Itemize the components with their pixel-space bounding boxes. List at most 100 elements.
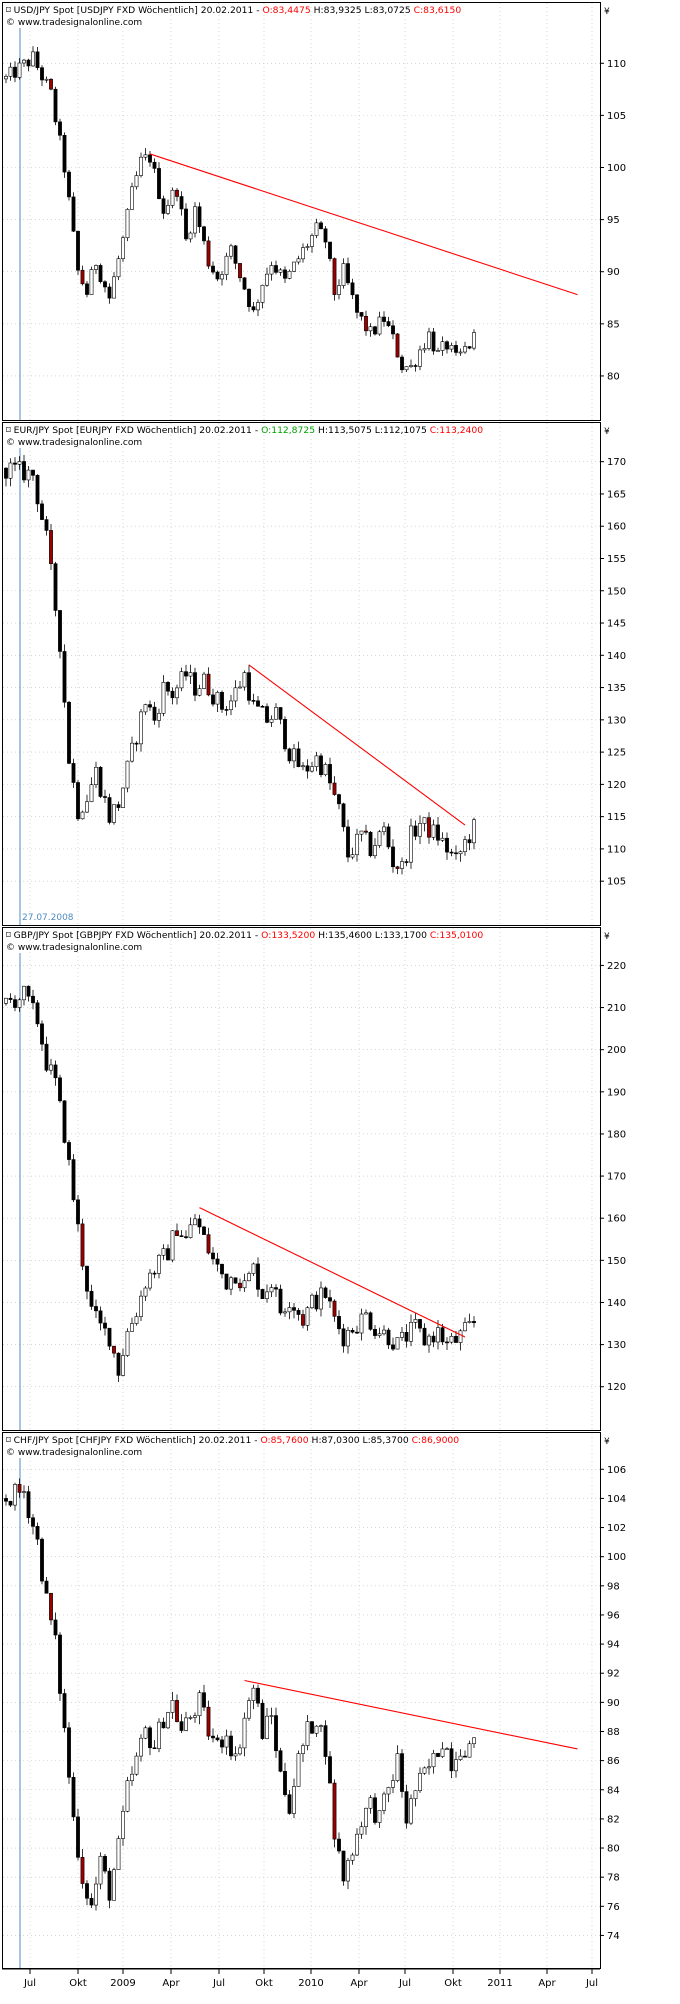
candle-body bbox=[427, 1335, 431, 1346]
candle-body bbox=[265, 706, 269, 723]
candle-body bbox=[130, 1773, 134, 1781]
candle-body bbox=[44, 78, 49, 81]
candle-body bbox=[67, 1727, 71, 1778]
candle-body bbox=[202, 673, 206, 689]
candle-body bbox=[296, 1753, 301, 1787]
candle-body bbox=[35, 1002, 40, 1025]
candle-body bbox=[467, 1743, 472, 1758]
candle-body bbox=[116, 258, 121, 278]
candle-body bbox=[436, 1327, 440, 1343]
candle-body bbox=[134, 1755, 139, 1775]
candle-body bbox=[35, 475, 40, 505]
candle-body bbox=[49, 530, 53, 564]
candle-body bbox=[449, 851, 454, 854]
candle-body bbox=[256, 1263, 260, 1290]
y-tick-label: 180 bbox=[607, 1129, 626, 1140]
candle-body bbox=[62, 134, 67, 173]
candle-body bbox=[161, 682, 166, 714]
y-tick-label: 76 bbox=[607, 1902, 620, 1913]
candle-body bbox=[134, 742, 139, 745]
candle-body bbox=[17, 1484, 22, 1493]
candle-body bbox=[463, 1322, 467, 1332]
y-tick-label: 210 bbox=[607, 1003, 626, 1014]
candle-body bbox=[283, 269, 287, 279]
candle-body bbox=[350, 1330, 355, 1333]
candlestick-series bbox=[4, 985, 476, 1382]
candle-body bbox=[215, 1737, 220, 1741]
candle-body bbox=[463, 1755, 467, 1758]
y-tick-label: 135 bbox=[607, 683, 626, 694]
candle-body bbox=[49, 78, 53, 90]
x-tick-label: Jul bbox=[398, 1978, 411, 1989]
candle-body bbox=[130, 1323, 134, 1332]
candle-body bbox=[94, 766, 98, 786]
candle-body bbox=[413, 1319, 418, 1323]
candle-body bbox=[242, 672, 247, 688]
candle-body bbox=[8, 1500, 13, 1506]
currency-symbol: ¥ bbox=[604, 1437, 610, 1447]
candle-body bbox=[260, 284, 265, 303]
candle-body bbox=[161, 198, 166, 214]
currency-symbol: ¥ bbox=[604, 7, 610, 17]
y-tick-label: 98 bbox=[607, 1581, 620, 1592]
candle-body bbox=[368, 1312, 373, 1330]
y-tick-label: 86 bbox=[607, 1756, 620, 1767]
candle-body bbox=[427, 331, 431, 349]
candle-body bbox=[328, 1756, 332, 1784]
candle-body bbox=[346, 1330, 350, 1347]
candle-body bbox=[359, 1313, 364, 1334]
candle-body bbox=[202, 226, 206, 242]
candle-body bbox=[179, 1721, 184, 1731]
header-open: O:83,4475 bbox=[263, 5, 311, 16]
candle-body bbox=[310, 1294, 314, 1309]
candle-body bbox=[413, 825, 418, 837]
candle-body bbox=[292, 748, 296, 762]
candle-body bbox=[188, 672, 193, 677]
candle-body bbox=[454, 1759, 458, 1772]
candle-body bbox=[440, 837, 445, 841]
candle-body bbox=[472, 1737, 476, 1745]
candle-body bbox=[454, 1335, 458, 1343]
candle-body bbox=[211, 265, 215, 273]
y-tick-label: 190 bbox=[607, 1087, 626, 1098]
candle-body bbox=[139, 1295, 143, 1317]
candle-icon: ⌑ bbox=[6, 1435, 14, 1446]
candle-body bbox=[238, 1282, 242, 1289]
candle-body bbox=[80, 1223, 85, 1267]
candle-body bbox=[283, 1311, 287, 1314]
candle-body bbox=[139, 156, 143, 176]
trendline bbox=[199, 1207, 466, 1338]
candle-body bbox=[404, 1791, 409, 1824]
candle-body bbox=[215, 1258, 220, 1265]
candle-body bbox=[170, 189, 175, 206]
candle-body bbox=[355, 1833, 359, 1856]
grid bbox=[3, 3, 600, 420]
candle-body bbox=[454, 852, 458, 855]
candle-body bbox=[422, 1327, 427, 1346]
header-high: H:113,5075 bbox=[315, 425, 372, 436]
candle-body bbox=[296, 748, 301, 767]
plot-frame bbox=[2, 1432, 601, 1969]
candle-body bbox=[116, 1838, 121, 1870]
candle-body bbox=[215, 692, 220, 705]
candle-body bbox=[49, 1592, 53, 1621]
candle-body bbox=[224, 255, 229, 275]
candle-body bbox=[386, 1329, 391, 1346]
candle-body bbox=[355, 1331, 359, 1334]
candle-body bbox=[80, 1857, 85, 1884]
candle-body bbox=[125, 209, 130, 239]
candle-body bbox=[368, 326, 373, 332]
x-tick-label: Jul bbox=[212, 1978, 225, 1989]
y-tick-label: 88 bbox=[607, 1727, 620, 1738]
candle-body bbox=[184, 208, 188, 240]
candle-body bbox=[256, 700, 260, 707]
candle-body bbox=[233, 245, 238, 264]
y-tick-label: 78 bbox=[607, 1873, 620, 1884]
candle-body bbox=[58, 610, 62, 652]
candle-body bbox=[377, 1810, 382, 1823]
candle-body bbox=[409, 365, 413, 367]
candle-body bbox=[98, 766, 103, 797]
candle-body bbox=[148, 1272, 152, 1289]
candle-body bbox=[247, 672, 251, 701]
candle-body bbox=[260, 705, 265, 708]
